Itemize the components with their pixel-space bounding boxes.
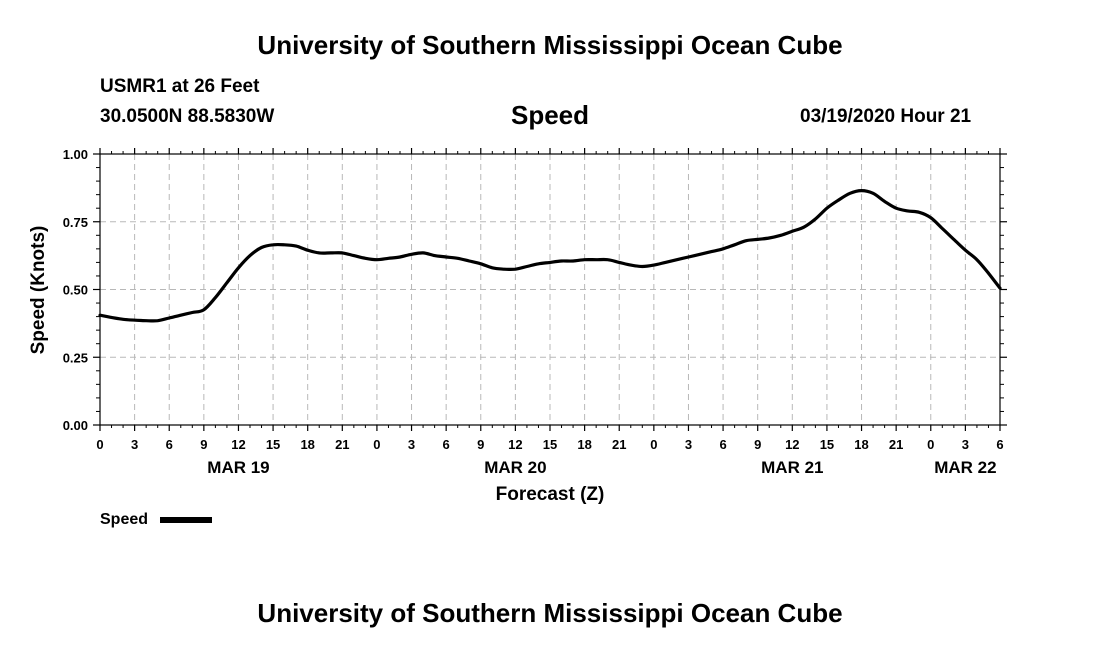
tick-layer	[93, 148, 1007, 431]
x-tick-label: 18	[300, 437, 314, 452]
date-label: MAR 21	[761, 458, 823, 477]
legend-label: Speed	[100, 511, 148, 528]
x-tick-label: 6	[996, 437, 1003, 452]
x-tick-label: 12	[785, 437, 799, 452]
station-label: USMR1 at 26 Feet	[100, 76, 260, 97]
x-tick-label: 15	[820, 437, 834, 452]
page-title: University of Southern Mississippi Ocean…	[257, 30, 843, 60]
date-label: MAR 20	[484, 458, 546, 477]
x-tick-label: 9	[754, 437, 761, 452]
label-layer: 0.00 0.25 0.50 0.75 1.00 0 3 6 9 12 15 18 21 0 3 6 9 12 15…	[63, 147, 1004, 477]
x-tick-label: 21	[612, 437, 626, 452]
x-tick-label: 0	[373, 437, 380, 452]
x-tick-label: 3	[962, 437, 969, 452]
x-tick-label: 0	[927, 437, 934, 452]
x-tick-label: 15	[543, 437, 557, 452]
y-tick-label: 1.00	[63, 147, 88, 162]
legend-swatch	[160, 517, 212, 523]
x-tick-label: 6	[719, 437, 726, 452]
x-tick-label: 18	[577, 437, 591, 452]
y-tick-label: 0.25	[63, 350, 88, 365]
x-tick-label: 3	[685, 437, 692, 452]
x-tick-label: 15	[266, 437, 280, 452]
x-tick-label: 21	[335, 437, 349, 452]
y-tick-label: 0.50	[63, 283, 88, 298]
x-tick-label: 0	[650, 437, 657, 452]
x-tick-label: 6	[166, 437, 173, 452]
x-tick-label: 3	[408, 437, 415, 452]
x-tick-label: 0	[96, 437, 103, 452]
x-tick-label: 3	[131, 437, 138, 452]
x-axis-label: Forecast (Z)	[496, 484, 605, 505]
x-tick-label: 9	[477, 437, 484, 452]
y-tick-label: 0.00	[63, 418, 88, 433]
x-tick-label: 12	[231, 437, 245, 452]
x-tick-label: 6	[443, 437, 450, 452]
x-tick-label: 9	[200, 437, 207, 452]
forecast-datetime: 03/19/2020 Hour 21	[800, 106, 972, 127]
y-axis-label: Speed (Knots)	[28, 226, 49, 355]
x-tick-label: 18	[854, 437, 868, 452]
parameter-title: Speed	[510, 100, 590, 130]
x-tick-label: 12	[508, 437, 522, 452]
coordinates-label: 30.0500N 88.5830W	[100, 106, 275, 127]
y-tick-label: 0.75	[63, 215, 88, 230]
footer-title: University of Southern Mississippi Ocean…	[257, 598, 843, 628]
x-tick-label: 21	[889, 437, 903, 452]
grid-layer	[100, 154, 1000, 425]
date-label: MAR 22	[934, 458, 996, 477]
date-label: MAR 19	[207, 458, 269, 477]
speed-series-line	[98, 189, 1002, 323]
